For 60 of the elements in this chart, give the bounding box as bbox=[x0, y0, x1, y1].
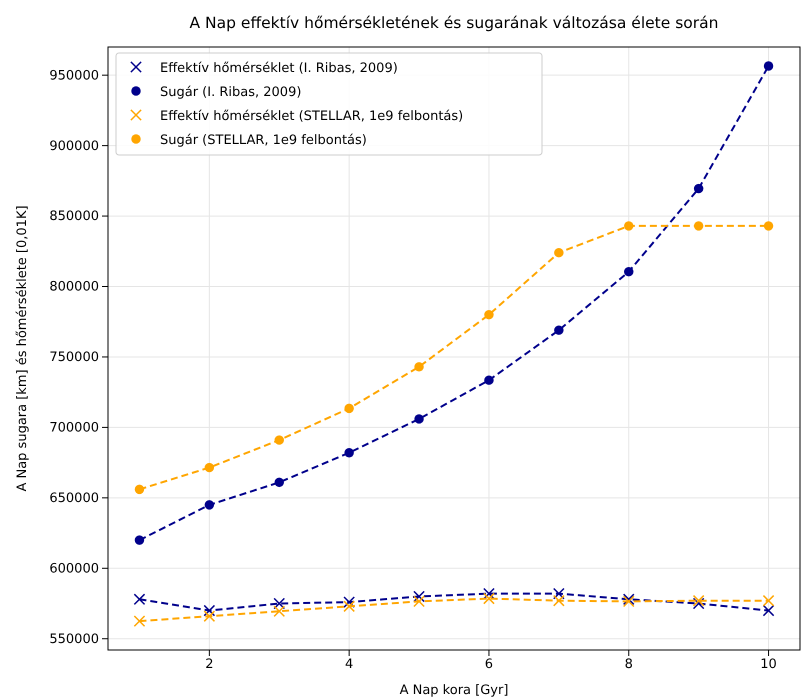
legend-label: Sugár (I. Ribas, 2009) bbox=[160, 85, 302, 100]
point bbox=[483, 592, 495, 604]
x-tick-label: 4 bbox=[345, 657, 354, 672]
point bbox=[343, 600, 356, 612]
point bbox=[344, 404, 354, 414]
x-tick-label: 8 bbox=[624, 657, 633, 672]
point bbox=[762, 594, 774, 607]
y-tick-label: 900000 bbox=[49, 138, 99, 154]
point bbox=[274, 435, 284, 445]
point bbox=[273, 598, 286, 610]
point bbox=[413, 590, 425, 602]
point bbox=[552, 588, 565, 600]
point bbox=[624, 267, 634, 276]
point bbox=[762, 604, 774, 616]
y-tick-label: 550000 bbox=[49, 632, 99, 647]
point bbox=[203, 604, 216, 616]
x-tick-label: 10 bbox=[760, 657, 777, 672]
legend-label: Sugár (STELLAR, 1e9 felbontás) bbox=[160, 133, 367, 148]
point bbox=[484, 310, 494, 320]
point bbox=[204, 500, 214, 510]
y-tick-label: 650000 bbox=[49, 491, 99, 506]
point bbox=[344, 448, 354, 458]
point bbox=[692, 594, 705, 607]
point bbox=[134, 593, 146, 606]
y-tick-label: 700000 bbox=[49, 420, 99, 436]
point bbox=[203, 610, 216, 622]
point bbox=[622, 596, 635, 608]
point bbox=[692, 598, 705, 610]
point bbox=[134, 484, 144, 494]
point bbox=[343, 596, 356, 608]
x-tick-label: 2 bbox=[205, 657, 214, 672]
point bbox=[622, 593, 635, 606]
point bbox=[694, 184, 704, 194]
y-tick-label: 850000 bbox=[49, 209, 99, 224]
point bbox=[273, 605, 286, 618]
point bbox=[204, 462, 214, 472]
point bbox=[624, 221, 634, 231]
legend-label: Effektív hőmérséklet (I. Ribas, 2009) bbox=[160, 61, 398, 76]
point bbox=[413, 596, 425, 608]
point bbox=[484, 375, 494, 385]
point bbox=[552, 594, 565, 607]
x-axis-title: A Nap kora [Gyr] bbox=[400, 683, 508, 698]
y-axis-title: A Nap sugara [km] és hőmérséklete [0,01K] bbox=[15, 205, 30, 492]
point bbox=[554, 248, 564, 258]
chart-title: A Nap effektív hőmérsékletének és sugarának változása élete során bbox=[190, 14, 718, 32]
point bbox=[764, 221, 774, 231]
point bbox=[414, 414, 424, 424]
point bbox=[414, 362, 424, 372]
y-tick-label: 750000 bbox=[49, 350, 99, 366]
x-tick-label: 6 bbox=[484, 657, 494, 672]
point bbox=[134, 535, 144, 545]
y-tick-label: 950000 bbox=[49, 68, 99, 84]
point bbox=[764, 61, 774, 71]
legend-label: Effektív hőmérséklet (STELLAR, 1e9 felbontás) bbox=[160, 109, 464, 124]
point bbox=[274, 478, 284, 488]
point bbox=[694, 221, 704, 231]
y-tick-label: 600000 bbox=[49, 561, 99, 576]
point bbox=[134, 615, 146, 627]
point bbox=[554, 325, 564, 335]
y-tick-label: 800000 bbox=[49, 280, 99, 295]
